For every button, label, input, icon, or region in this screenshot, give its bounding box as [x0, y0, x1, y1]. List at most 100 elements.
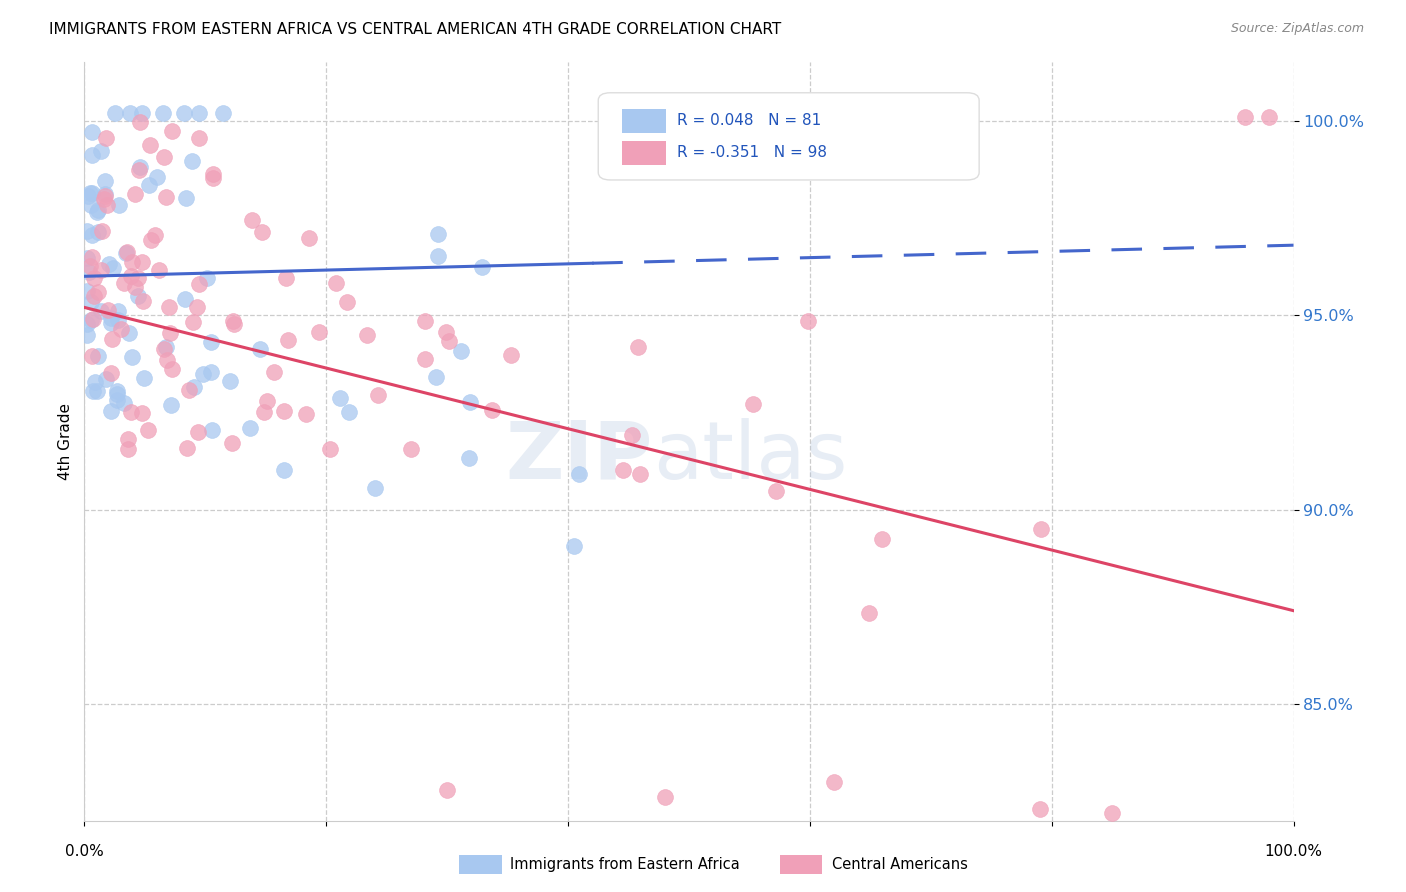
Point — [101, 260, 124, 275]
Point — [179, 384, 201, 398]
Point — [120, 269, 142, 284]
Point — [1258, 110, 1281, 124]
Point — [277, 333, 299, 347]
Point — [115, 246, 138, 260]
Point — [434, 325, 457, 339]
Point — [131, 106, 153, 120]
Point — [131, 254, 153, 268]
Point — [155, 190, 177, 204]
Point — [93, 192, 115, 206]
Point — [426, 249, 449, 263]
Point — [107, 384, 129, 398]
Point — [121, 254, 143, 268]
Point — [129, 161, 152, 175]
Point — [201, 423, 224, 437]
Point — [146, 170, 169, 185]
Point — [160, 124, 183, 138]
Point — [256, 393, 278, 408]
Point — [319, 442, 342, 456]
Point — [336, 295, 359, 310]
Point — [76, 317, 98, 331]
Point — [263, 365, 285, 379]
Point — [436, 782, 458, 797]
Point — [80, 148, 103, 162]
Point — [94, 130, 117, 145]
Point — [202, 171, 225, 186]
Point — [110, 322, 132, 336]
Point — [188, 106, 211, 120]
Point — [134, 371, 156, 385]
Text: 100.0%: 100.0% — [1264, 844, 1323, 859]
Point — [86, 204, 108, 219]
Point — [160, 398, 183, 412]
Point — [76, 284, 98, 298]
Point — [94, 174, 117, 188]
Bar — [623, 141, 666, 165]
Point — [1028, 802, 1050, 816]
Point — [325, 276, 347, 290]
Point — [128, 163, 150, 178]
Point — [202, 168, 225, 182]
Point — [80, 125, 103, 139]
Point — [86, 202, 108, 217]
Point — [83, 289, 105, 303]
Point — [1101, 805, 1123, 820]
Point — [858, 606, 880, 620]
Point — [187, 277, 209, 291]
Point — [86, 285, 108, 299]
Point — [79, 313, 101, 327]
Text: Central Americans: Central Americans — [831, 857, 967, 872]
Point — [450, 344, 472, 359]
Point — [132, 294, 155, 309]
Point — [741, 397, 763, 411]
Point — [471, 260, 494, 275]
Point — [76, 252, 98, 266]
Point — [562, 539, 585, 553]
Point — [79, 186, 101, 201]
Point — [117, 432, 139, 446]
Point — [654, 790, 676, 805]
Point — [458, 395, 481, 409]
Point — [152, 106, 174, 120]
Point — [356, 327, 378, 342]
Bar — [780, 855, 823, 874]
Point — [219, 374, 242, 388]
Point — [138, 178, 160, 192]
Point — [239, 421, 262, 435]
Point — [129, 114, 152, 128]
Text: atlas: atlas — [652, 417, 846, 496]
Point — [80, 350, 103, 364]
Point — [157, 300, 180, 314]
Point — [501, 348, 523, 362]
Text: IMMIGRANTS FROM EASTERN AFRICA VS CENTRAL AMERICAN 4TH GRADE CORRELATION CHART: IMMIGRANTS FROM EASTERN AFRICA VS CENTRA… — [49, 22, 782, 37]
Point — [160, 361, 183, 376]
Point — [86, 349, 108, 363]
Point — [148, 263, 170, 277]
Point — [143, 228, 166, 243]
Point — [79, 259, 101, 273]
Point — [107, 392, 129, 407]
Point — [329, 391, 352, 405]
Point — [295, 408, 318, 422]
Point — [425, 369, 447, 384]
Point — [96, 372, 118, 386]
Point — [337, 404, 360, 418]
Point — [187, 425, 209, 440]
Point — [120, 106, 142, 120]
Point — [174, 191, 197, 205]
Point — [83, 271, 105, 285]
Point — [100, 404, 122, 418]
Text: Source: ZipAtlas.com: Source: ZipAtlas.com — [1230, 22, 1364, 36]
Point — [249, 342, 271, 356]
Point — [80, 198, 103, 212]
Point — [87, 225, 110, 239]
Point — [76, 328, 98, 343]
Point — [90, 303, 112, 318]
Point — [96, 198, 118, 212]
Point — [308, 326, 330, 340]
Point — [870, 532, 893, 546]
Point — [153, 150, 176, 164]
Point — [156, 353, 179, 368]
Point — [90, 224, 112, 238]
Point — [127, 271, 149, 285]
